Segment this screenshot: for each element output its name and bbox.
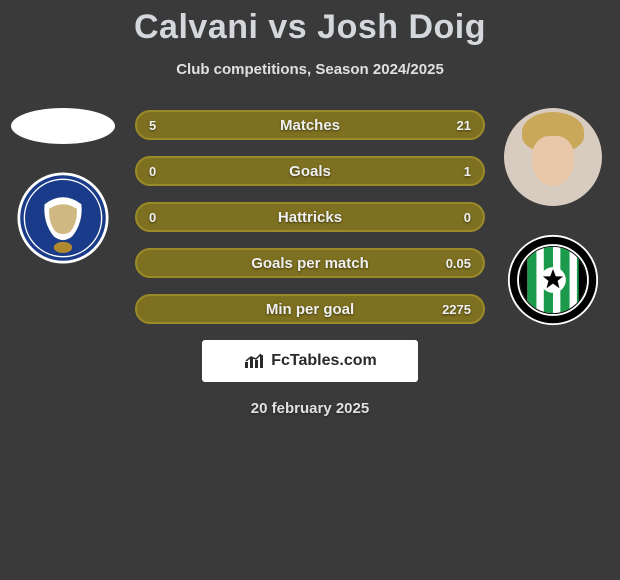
watermark: FcTables.com: [202, 340, 418, 382]
watermark-text: FcTables.com: [271, 352, 377, 370]
stat-label: Matches: [280, 117, 340, 134]
player-avatar-right: [504, 108, 602, 206]
stat-label: Goals per match: [251, 255, 369, 272]
stat-row: 5 Matches 21: [135, 110, 485, 140]
stat-row: Min per goal 2275: [135, 294, 485, 324]
stats-list: 5 Matches 21 0 Goals 1 0 Hattricks 0 Goa…: [135, 108, 485, 324]
stat-value-left: 5: [149, 118, 156, 133]
chart-icon: [243, 352, 265, 370]
stat-value-left: 0: [149, 210, 156, 225]
stat-row: Goals per match 0.05: [135, 248, 485, 278]
club-badge-right: [507, 234, 599, 326]
club-badge-left: [17, 172, 109, 264]
left-player-column: [8, 108, 118, 264]
stat-value-right: 0: [464, 210, 471, 225]
stat-row: 0 Hattricks 0: [135, 202, 485, 232]
stat-value-right: 2275: [442, 302, 471, 317]
subtitle: Club competitions, Season 2024/2025: [0, 61, 620, 78]
stat-value-right: 21: [457, 118, 471, 133]
stat-row: 0 Goals 1: [135, 156, 485, 186]
stat-value-right: 0.05: [446, 256, 471, 271]
stat-value-left: 0: [149, 164, 156, 179]
page-title: Calvani vs Josh Doig: [0, 0, 620, 47]
stat-label: Hattricks: [278, 209, 342, 226]
stat-label: Min per goal: [266, 301, 354, 318]
stat-label: Goals: [289, 163, 331, 180]
comparison-area: 5 Matches 21 0 Goals 1 0 Hattricks 0 Goa…: [0, 108, 620, 417]
player-avatar-left: [11, 108, 115, 144]
right-player-column: [498, 108, 608, 326]
date: 20 february 2025: [0, 400, 620, 417]
stat-value-right: 1: [464, 164, 471, 179]
